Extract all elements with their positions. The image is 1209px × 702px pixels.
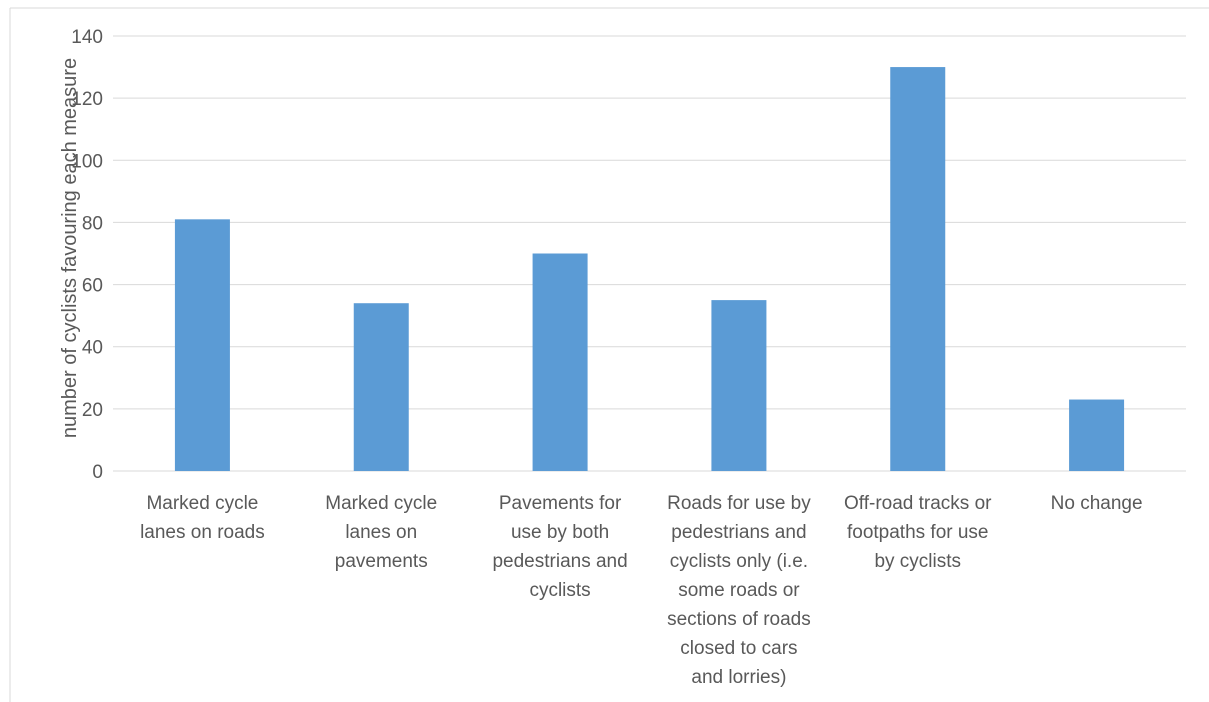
x-category-label: pavements [335, 551, 428, 572]
x-category-label: lanes on [345, 522, 417, 543]
x-category-label: closed to cars [680, 638, 797, 659]
y-tick-label: 20 [82, 400, 103, 421]
x-category-label: lanes on roads [140, 522, 265, 543]
bar [711, 300, 767, 471]
gridlines [113, 35, 1186, 472]
bar [532, 253, 588, 471]
bar [1069, 399, 1125, 471]
x-category-label: sections of roads [667, 609, 811, 630]
x-category-label: and lorries) [691, 667, 786, 688]
x-category-label: No change [1051, 493, 1143, 514]
x-category-label: Pavements for [499, 493, 622, 514]
bar [353, 303, 409, 471]
x-category-label: some roads or [678, 580, 800, 601]
y-tick-label: 80 [82, 213, 103, 234]
y-tick-label: 40 [82, 338, 103, 359]
y-tick-label: 140 [71, 27, 103, 48]
x-category-label: use by both [511, 522, 609, 543]
bars [174, 67, 1125, 472]
y-tick-label: 100 [71, 151, 103, 172]
x-category-label: cyclists [529, 580, 590, 601]
x-category-label: footpaths for use [847, 522, 989, 543]
x-category-label: pedestrians and [492, 551, 627, 572]
x-axis-categories: Marked cycle lanes on roads Marked cycle la… [140, 493, 1142, 688]
bar [890, 67, 946, 472]
x-category-label: Off-road tracks or [844, 493, 992, 514]
x-category-label: pedestrians and [671, 522, 806, 543]
y-tick-label: 120 [71, 89, 103, 110]
x-category-label: Marked cycle [325, 493, 437, 514]
x-category-label: Roads for use by [667, 493, 811, 514]
y-tick-label: 0 [92, 462, 103, 483]
x-category-label: by cyclists [874, 551, 961, 572]
x-category-label: cyclists only (i.e. [670, 551, 808, 572]
y-tick-label: 60 [82, 276, 103, 297]
bar [174, 219, 230, 471]
chart-frame [9, 7, 1209, 702]
x-category-label: Marked cycle [146, 493, 258, 514]
y-axis-label: number of cyclists favouring each measur… [59, 58, 81, 438]
y-axis-ticks: 0 20 40 60 80 100 120 140 [71, 27, 103, 483]
